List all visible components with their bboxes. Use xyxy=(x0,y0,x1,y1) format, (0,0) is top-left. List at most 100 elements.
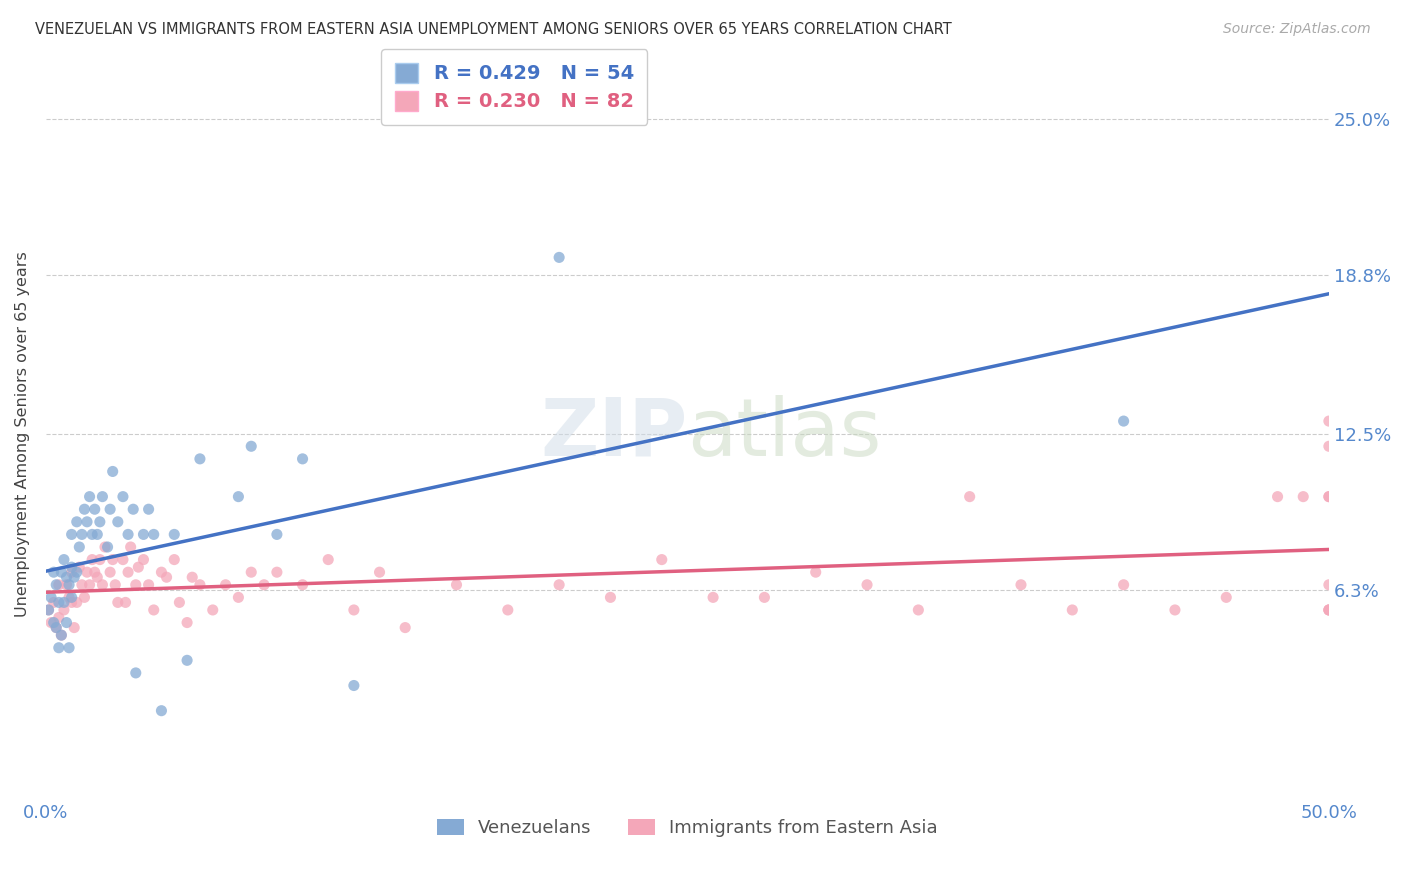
Point xyxy=(117,565,139,579)
Point xyxy=(73,502,96,516)
Point xyxy=(1317,603,1340,617)
Point xyxy=(96,540,118,554)
Point xyxy=(188,451,211,466)
Point xyxy=(1164,603,1187,617)
Point xyxy=(52,595,75,609)
Point xyxy=(240,565,263,579)
Point xyxy=(122,502,145,516)
Point xyxy=(125,578,148,592)
Point xyxy=(104,578,127,592)
Point xyxy=(138,502,160,516)
Point xyxy=(651,552,673,566)
Point xyxy=(60,591,83,605)
Point xyxy=(138,578,160,592)
Point xyxy=(548,251,571,265)
Point xyxy=(1292,490,1315,504)
Point xyxy=(82,552,104,566)
Text: Source: ZipAtlas.com: Source: ZipAtlas.com xyxy=(1223,22,1371,37)
Point xyxy=(51,628,73,642)
Point xyxy=(804,565,827,579)
Point xyxy=(142,527,165,541)
Point xyxy=(55,578,77,592)
Point xyxy=(76,565,98,579)
Point xyxy=(58,591,80,605)
Point xyxy=(240,439,263,453)
Point xyxy=(42,615,65,630)
Point xyxy=(907,603,929,617)
Point xyxy=(1317,603,1340,617)
Point xyxy=(39,615,62,630)
Point xyxy=(176,653,198,667)
Text: ZIP: ZIP xyxy=(540,394,688,473)
Point xyxy=(150,565,173,579)
Point xyxy=(446,578,468,592)
Point xyxy=(702,591,724,605)
Point xyxy=(163,552,186,566)
Legend: Venezuelans, Immigrants from Eastern Asia: Venezuelans, Immigrants from Eastern Asi… xyxy=(430,812,945,845)
Point xyxy=(316,552,339,566)
Point xyxy=(63,621,86,635)
Point xyxy=(120,540,142,554)
Point xyxy=(1062,603,1084,617)
Point xyxy=(1112,578,1135,592)
Point xyxy=(132,527,155,541)
Point xyxy=(150,704,173,718)
Point xyxy=(132,552,155,566)
Point xyxy=(98,502,121,516)
Point xyxy=(111,490,134,504)
Point xyxy=(48,640,70,655)
Point xyxy=(101,552,124,566)
Point xyxy=(1317,603,1340,617)
Point xyxy=(60,560,83,574)
Point xyxy=(91,490,114,504)
Point xyxy=(42,565,65,579)
Point xyxy=(79,578,101,592)
Point xyxy=(94,540,117,554)
Point xyxy=(70,527,93,541)
Point xyxy=(155,570,177,584)
Point xyxy=(58,578,80,592)
Text: VENEZUELAN VS IMMIGRANTS FROM EASTERN ASIA UNEMPLOYMENT AMONG SENIORS OVER 65 YE: VENEZUELAN VS IMMIGRANTS FROM EASTERN AS… xyxy=(35,22,952,37)
Point xyxy=(188,578,211,592)
Point xyxy=(51,565,73,579)
Point xyxy=(176,615,198,630)
Point xyxy=(111,552,134,566)
Point xyxy=(1010,578,1032,592)
Point xyxy=(86,527,108,541)
Point xyxy=(52,552,75,566)
Point xyxy=(343,679,366,693)
Point xyxy=(67,560,90,574)
Point xyxy=(86,570,108,584)
Point xyxy=(856,578,879,592)
Point xyxy=(52,603,75,617)
Point xyxy=(368,565,391,579)
Point xyxy=(1267,490,1289,504)
Point xyxy=(125,665,148,680)
Point xyxy=(55,570,77,584)
Point xyxy=(266,565,288,579)
Point xyxy=(45,621,67,635)
Point xyxy=(291,578,314,592)
Point xyxy=(66,565,89,579)
Point xyxy=(39,591,62,605)
Point xyxy=(66,595,89,609)
Point xyxy=(98,565,121,579)
Point xyxy=(89,515,111,529)
Point xyxy=(79,490,101,504)
Point xyxy=(1317,414,1340,428)
Y-axis label: Unemployment Among Seniors over 65 years: Unemployment Among Seniors over 65 years xyxy=(15,251,30,616)
Point xyxy=(89,552,111,566)
Point xyxy=(754,591,776,605)
Point xyxy=(1112,414,1135,428)
Point xyxy=(70,578,93,592)
Point xyxy=(76,515,98,529)
Point xyxy=(169,595,191,609)
Point xyxy=(42,595,65,609)
Point xyxy=(291,451,314,466)
Point xyxy=(163,527,186,541)
Point xyxy=(228,591,250,605)
Point xyxy=(114,595,136,609)
Point xyxy=(107,595,129,609)
Point xyxy=(48,578,70,592)
Point xyxy=(127,560,149,574)
